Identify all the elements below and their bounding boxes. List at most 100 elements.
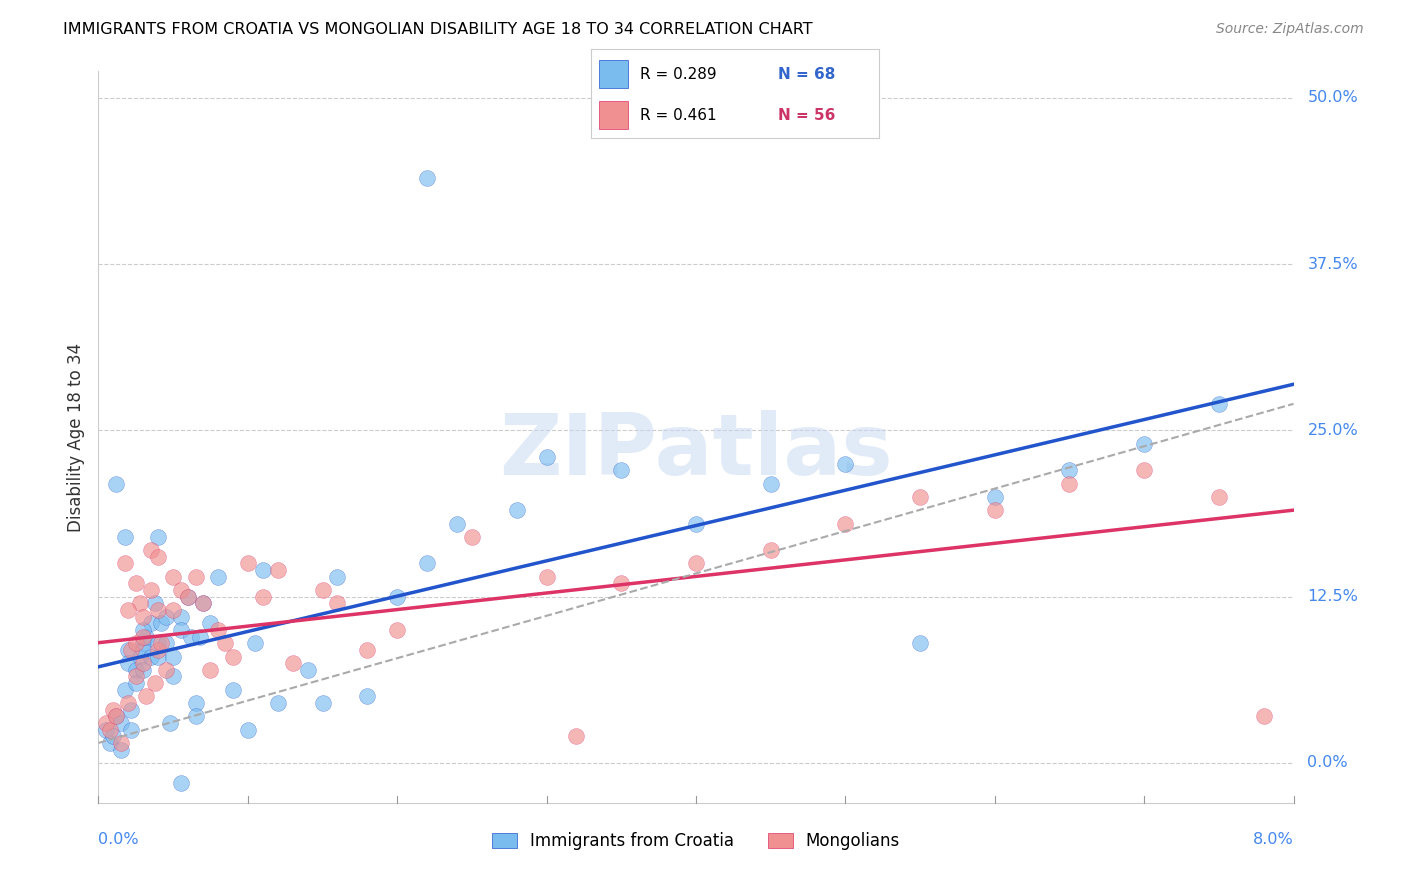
Text: R = 0.289: R = 0.289: [640, 67, 716, 81]
Point: [461, 530, 484, 544]
Point: [132, 630, 155, 644]
Point: [135, 690, 157, 704]
Point: [169, 776, 191, 790]
Point: [162, 649, 184, 664]
Point: [834, 516, 856, 531]
Point: [326, 596, 349, 610]
Text: 8.0%: 8.0%: [1253, 832, 1294, 847]
Point: [236, 723, 259, 737]
Point: [148, 530, 170, 544]
Point: [169, 582, 191, 597]
Point: [184, 696, 207, 710]
Point: [105, 476, 128, 491]
Point: [169, 609, 191, 624]
Point: [177, 590, 200, 604]
Point: [143, 596, 166, 610]
Point: [267, 696, 290, 710]
Point: [188, 630, 211, 644]
Point: [180, 630, 202, 644]
Point: [125, 663, 148, 677]
Point: [610, 463, 633, 477]
Point: [155, 636, 177, 650]
Bar: [599, 101, 628, 129]
Point: [416, 557, 439, 571]
Point: [139, 649, 162, 664]
Point: [1208, 490, 1230, 504]
Text: Source: ZipAtlas.com: Source: ZipAtlas.com: [1216, 22, 1364, 37]
Text: 37.5%: 37.5%: [1308, 257, 1358, 272]
Point: [207, 570, 229, 584]
Point: [139, 616, 162, 631]
Y-axis label: Disability Age 18 to 34: Disability Age 18 to 34: [66, 343, 84, 532]
Text: 0.0%: 0.0%: [98, 832, 139, 847]
Point: [200, 663, 222, 677]
Point: [162, 570, 184, 584]
Point: [125, 636, 148, 650]
Point: [311, 582, 333, 597]
Point: [1208, 397, 1230, 411]
Point: [1133, 463, 1156, 477]
Point: [94, 723, 117, 737]
Point: [98, 723, 122, 737]
Point: [446, 516, 468, 531]
Point: [536, 450, 558, 464]
Point: [685, 516, 707, 531]
Point: [214, 636, 236, 650]
Point: [125, 676, 148, 690]
Point: [610, 576, 633, 591]
Text: IMMIGRANTS FROM CROATIA VS MONGOLIAN DISABILITY AGE 18 TO 34 CORRELATION CHART: IMMIGRANTS FROM CROATIA VS MONGOLIAN DIS…: [63, 22, 813, 37]
Point: [759, 476, 782, 491]
Point: [207, 623, 229, 637]
Point: [506, 503, 529, 517]
Point: [416, 170, 439, 185]
Point: [162, 603, 184, 617]
Text: ZIPatlas: ZIPatlas: [499, 410, 893, 493]
Point: [759, 543, 782, 558]
Point: [132, 656, 155, 670]
Point: [125, 576, 148, 591]
Point: [139, 543, 162, 558]
Point: [135, 630, 157, 644]
Point: [200, 616, 222, 631]
Point: [117, 603, 139, 617]
Point: [114, 682, 136, 697]
Point: [155, 663, 177, 677]
Point: [132, 663, 155, 677]
Point: [120, 723, 142, 737]
Point: [169, 623, 191, 637]
Point: [148, 649, 170, 664]
Point: [132, 643, 155, 657]
Point: [148, 549, 170, 564]
Point: [177, 590, 200, 604]
Point: [132, 609, 155, 624]
Point: [311, 696, 333, 710]
Point: [110, 742, 132, 756]
Point: [326, 570, 349, 584]
Point: [385, 590, 409, 604]
Bar: [599, 60, 628, 88]
Point: [117, 643, 139, 657]
Point: [103, 729, 125, 743]
Point: [94, 716, 117, 731]
Text: R = 0.461: R = 0.461: [640, 108, 716, 122]
Point: [984, 490, 1007, 504]
Point: [148, 603, 170, 617]
Point: [281, 656, 304, 670]
Text: 12.5%: 12.5%: [1308, 590, 1358, 604]
Point: [1059, 476, 1081, 491]
Point: [908, 636, 931, 650]
Point: [155, 609, 177, 624]
Point: [103, 703, 125, 717]
Point: [150, 616, 173, 631]
Point: [132, 623, 155, 637]
Text: 50.0%: 50.0%: [1308, 90, 1358, 105]
Point: [1059, 463, 1081, 477]
Point: [385, 623, 409, 637]
Point: [1253, 709, 1275, 723]
Text: N = 68: N = 68: [778, 67, 835, 81]
Point: [148, 643, 170, 657]
Point: [143, 676, 166, 690]
Point: [236, 557, 259, 571]
Point: [117, 656, 139, 670]
Point: [148, 636, 170, 650]
